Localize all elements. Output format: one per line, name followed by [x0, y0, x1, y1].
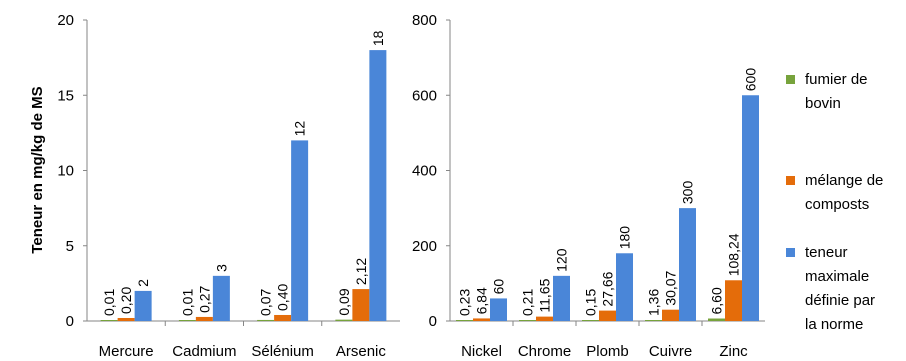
- y-tick-label: 0: [429, 313, 437, 330]
- data-label: 27,66: [600, 271, 616, 306]
- y-tick-label: 400: [412, 163, 437, 180]
- x-category-label: Cadmium: [172, 343, 236, 360]
- x-category-label: Sélénium: [251, 343, 314, 360]
- legend-label-0: fumier de: [805, 71, 868, 88]
- y-tick-label: 5: [66, 238, 74, 255]
- y-tick-label: 15: [57, 87, 74, 104]
- bar-0-0-0: [100, 320, 118, 321]
- bar-0-2-0: [134, 290, 152, 321]
- x-category-label: Arsenic: [336, 343, 387, 360]
- y-tick-label: 10: [57, 163, 74, 180]
- x-category-label: Plomb: [586, 343, 629, 360]
- x-category-label: Chrome: [518, 343, 571, 360]
- bar-0-0-3: [335, 319, 353, 321]
- data-label: 180: [617, 226, 633, 250]
- y-tick-label: 200: [412, 238, 437, 255]
- data-label: 18: [370, 30, 386, 46]
- data-label: 0,20: [118, 287, 134, 314]
- bar-1-0-0: [456, 320, 473, 321]
- legend-swatch-2: [786, 248, 795, 257]
- bar-0-1-1: [195, 316, 213, 321]
- legend-label-2: teneur: [805, 244, 848, 261]
- data-label: 6,84: [474, 287, 490, 314]
- data-label: 12: [292, 121, 308, 137]
- bar-0-2-1: [212, 275, 230, 321]
- data-label: 0,01: [179, 289, 195, 316]
- data-label: 0,21: [520, 289, 536, 316]
- bar-1-1-2: [599, 310, 616, 321]
- bar-1-0-2: [582, 320, 599, 321]
- bar-1-2-1: [553, 275, 570, 321]
- bar-0-2-2: [291, 140, 309, 321]
- data-label: 11,65: [537, 278, 553, 312]
- data-label: 0,23: [457, 289, 473, 316]
- legend-label-2: définie par: [805, 292, 875, 309]
- legend-swatch-0: [786, 75, 795, 84]
- legend-label-1: composts: [805, 196, 869, 213]
- legend-swatch-1: [786, 176, 795, 185]
- bar-1-2-2: [616, 253, 633, 321]
- data-label: 120: [554, 248, 570, 272]
- data-label: 0,27: [196, 285, 212, 312]
- bar-0-2-3: [369, 50, 387, 321]
- bar-0-0-2: [257, 319, 275, 321]
- y-axis-title: Teneur en mg/kg de MS: [29, 86, 46, 253]
- data-label: 0,15: [583, 289, 599, 316]
- data-label: 600: [743, 68, 759, 92]
- bar-1-2-3: [679, 208, 696, 321]
- bar-1-2-4: [742, 95, 759, 321]
- y-tick-label: 600: [412, 87, 437, 104]
- bar-0-1-0: [117, 317, 135, 321]
- data-label: 0,40: [275, 284, 291, 311]
- data-label: 1,36: [646, 289, 662, 316]
- bar-1-1-0: [473, 318, 490, 321]
- x-category-label: Mercure: [99, 343, 154, 360]
- data-label: 0,01: [101, 289, 117, 316]
- legend-label-1: mélange de: [805, 172, 883, 189]
- bar-0-1-2: [274, 314, 292, 321]
- bar-1-1-3: [662, 309, 679, 321]
- bar-1-1-1: [536, 316, 553, 321]
- y-tick-label: 20: [57, 12, 74, 29]
- data-label: 0,07: [258, 288, 274, 315]
- legend-label-2: la norme: [805, 316, 863, 333]
- legend-label-2: maximale: [805, 268, 869, 285]
- data-label: 3: [213, 264, 229, 272]
- data-label: 60: [491, 279, 507, 295]
- legend-label-0: bovin: [805, 95, 841, 112]
- data-label: 30,07: [663, 270, 679, 305]
- data-label: 2: [135, 279, 151, 287]
- data-label: 108,24: [726, 233, 742, 276]
- bar-1-0-3: [645, 320, 662, 321]
- x-category-label: Cuivre: [649, 343, 692, 360]
- x-category-label: Nickel: [461, 343, 502, 360]
- data-label: 0,09: [336, 288, 352, 315]
- x-category-label: Zinc: [719, 343, 748, 360]
- data-label: 6,60: [709, 287, 725, 314]
- bar-0-0-1: [178, 320, 196, 321]
- bar-1-0-1: [519, 320, 536, 321]
- data-label: 2,12: [353, 258, 369, 285]
- data-label: 300: [680, 181, 696, 205]
- bar-0-1-3: [352, 289, 370, 321]
- bar-1-1-4: [725, 280, 742, 321]
- bar-1-2-0: [490, 298, 507, 321]
- bar-1-0-4: [708, 318, 725, 321]
- y-tick-label: 800: [412, 12, 437, 29]
- y-tick-label: 0: [66, 313, 74, 330]
